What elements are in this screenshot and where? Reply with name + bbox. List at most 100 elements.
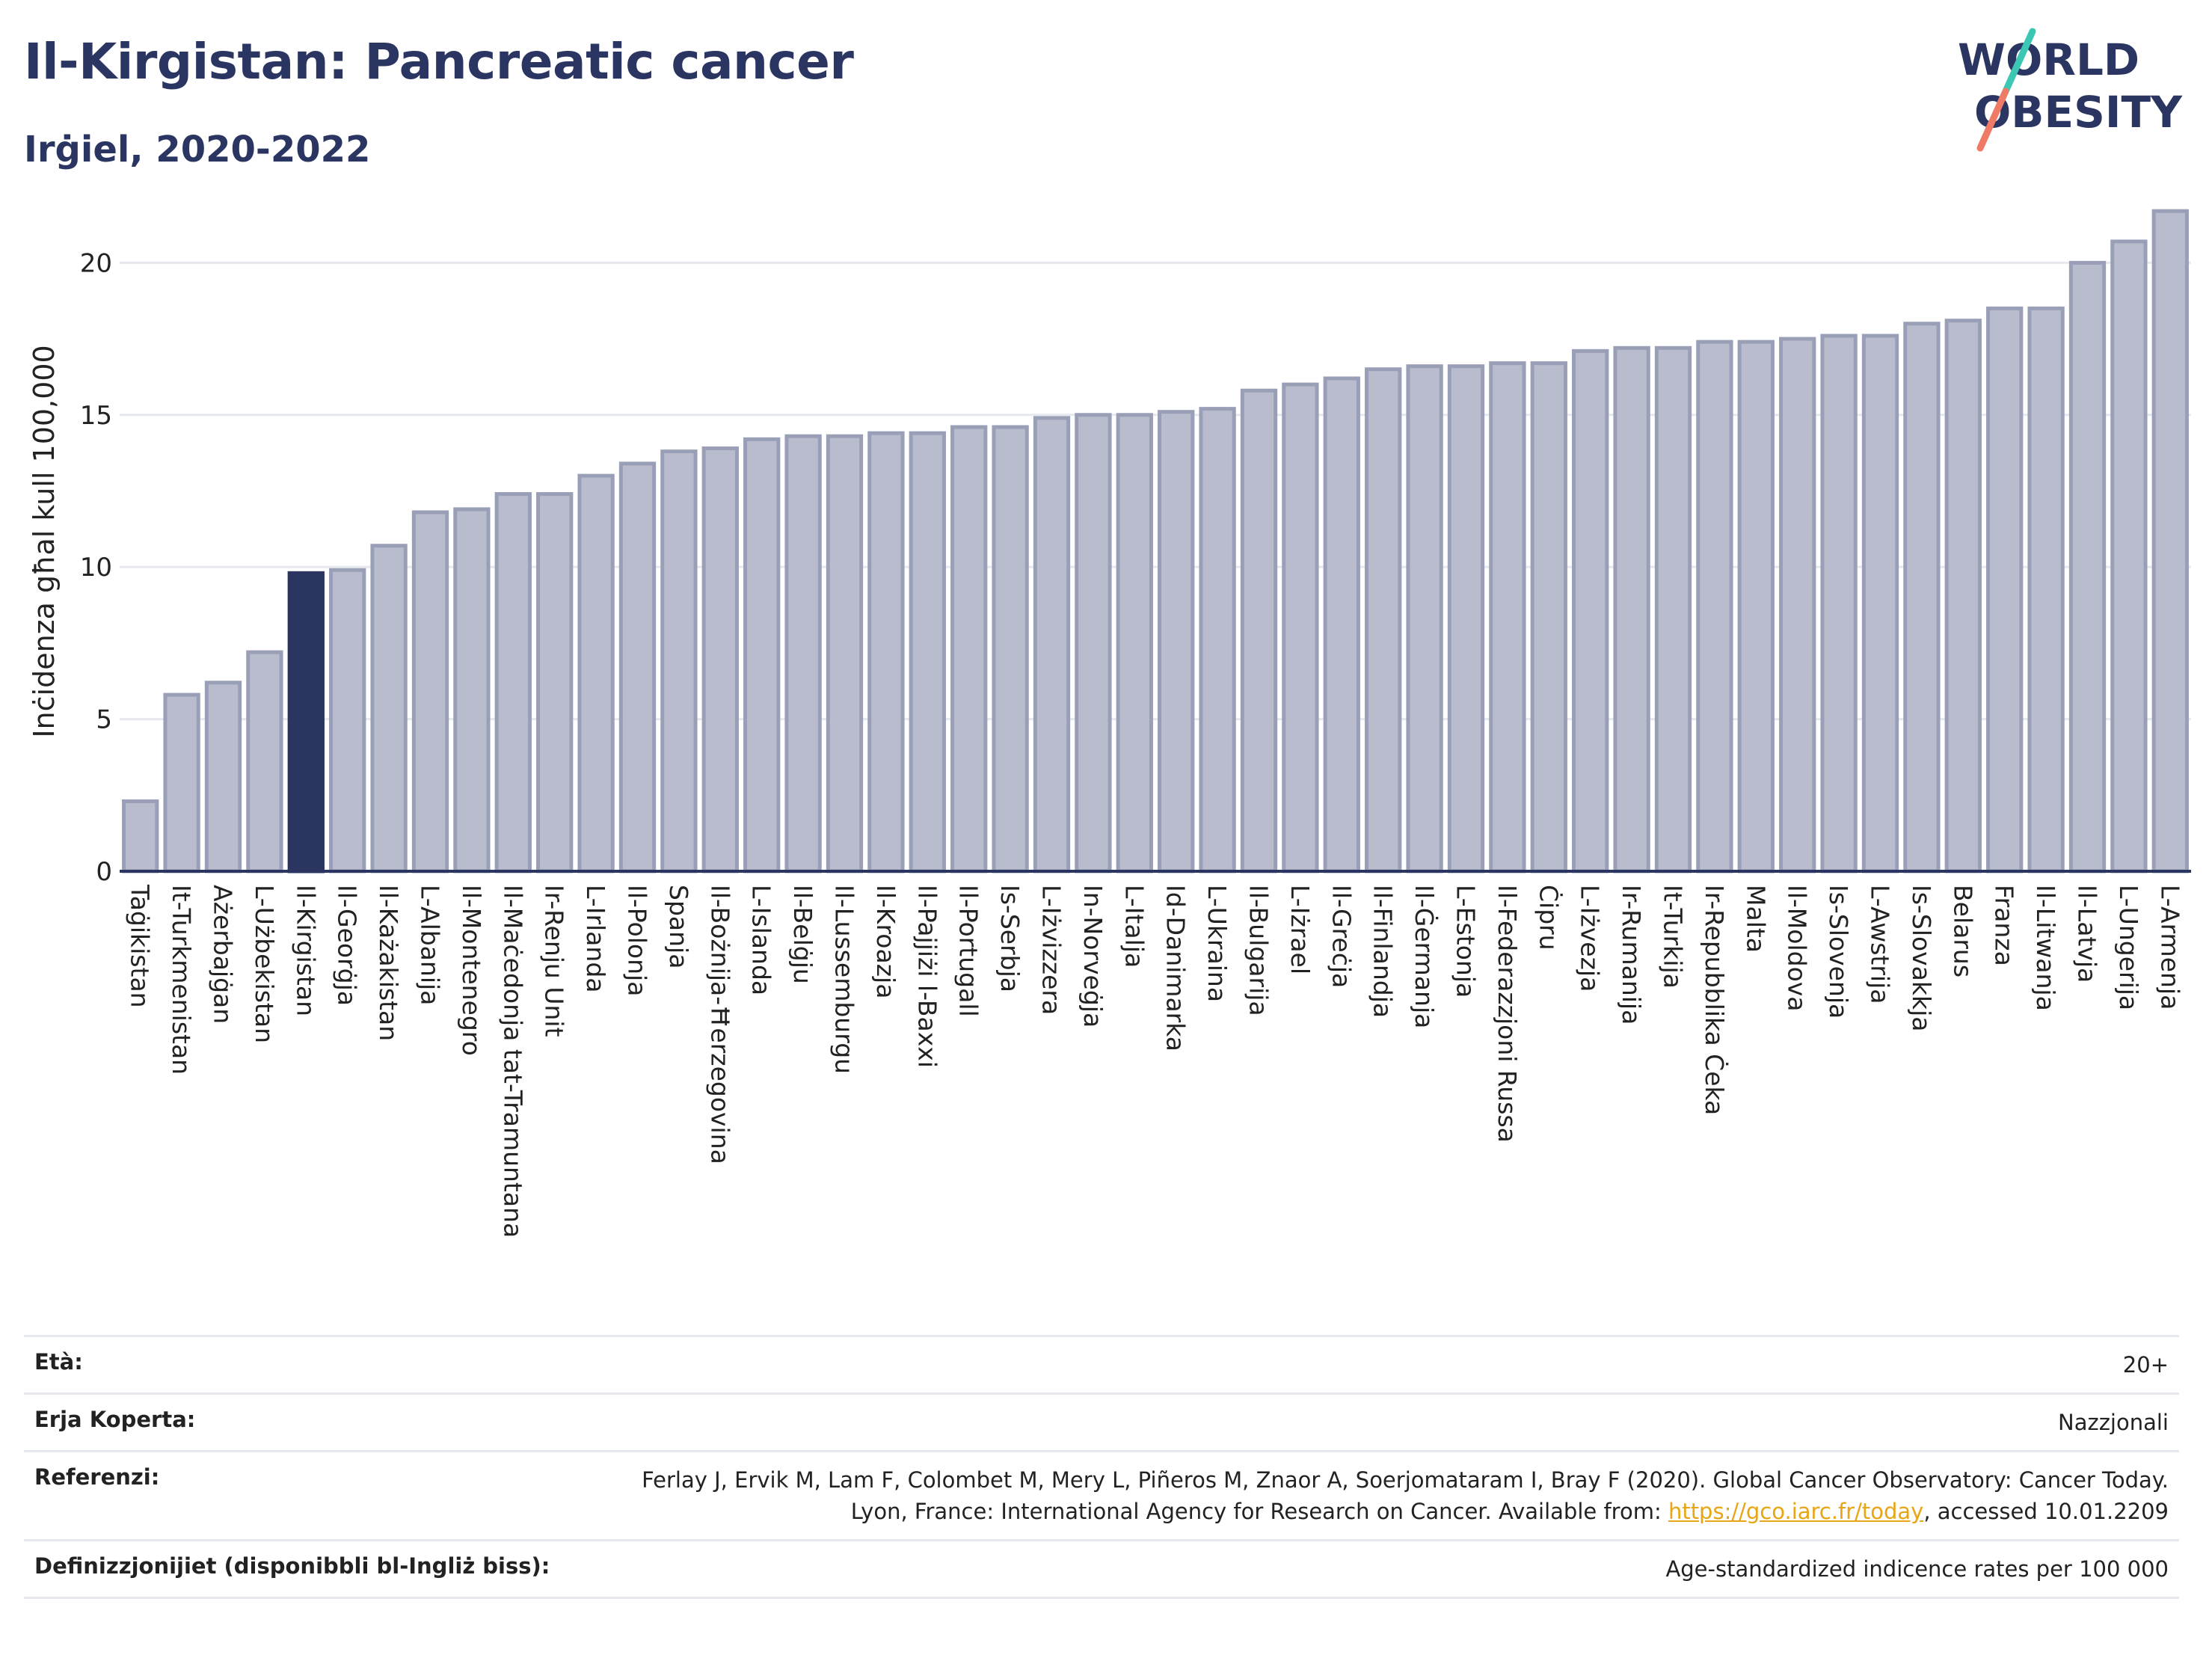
age-value: 20+	[2122, 1352, 2169, 1378]
x-tick-label: Taġikistan	[126, 884, 155, 1008]
info-row-coverage: Erja Koperta: Nazzjonali	[24, 1393, 2179, 1450]
x-tick-label: Il-Litwanja	[2031, 885, 2060, 1011]
x-tick-label: Malta	[1741, 885, 1770, 953]
x-tick-label: Il-Finlandja	[1368, 885, 1398, 1018]
bar	[1820, 334, 1858, 873]
bar	[1530, 361, 1567, 873]
x-tick-label: It-Turkija	[1659, 885, 1688, 989]
bar	[453, 507, 491, 873]
info-row-definitions: Definizzjonijiet (disponibbli bl-Ingliż …	[24, 1539, 2179, 1599]
x-tick-label: L-Iżvezja	[1576, 885, 1605, 992]
y-tick-label: 15	[80, 401, 112, 431]
y-tick-labels: 0 5 10 15 20	[80, 248, 112, 887]
x-tick-label: L-Ukraina	[1202, 885, 1232, 1002]
x-tick-label: Franza	[1990, 885, 2019, 966]
bars	[122, 209, 2189, 873]
bar	[1737, 340, 1775, 873]
y-tick-label: 5	[96, 705, 112, 735]
bar	[1779, 337, 1816, 873]
x-tick-label: Belarus	[1948, 885, 1977, 977]
x-tick-label: Spanja	[664, 885, 693, 968]
bar	[1116, 413, 1153, 873]
x-tick-label: Il-Bulgarija	[1244, 885, 1274, 1016]
x-tick-label: Ir-Renju Unit	[540, 885, 569, 1037]
references-text: Ferlay J, Ervik M, Lam F, Colombet M, Me…	[642, 1467, 2169, 1524]
bar	[909, 431, 946, 873]
x-tick-label: Il-Greċja	[1327, 885, 1356, 988]
logo-line-1: WORLD	[1958, 34, 2139, 85]
x-tick-label: L-Albanija	[416, 885, 445, 1005]
x-tick-label: Il-Georġja	[333, 885, 362, 1006]
x-tick-label: L-Iżrael	[1285, 885, 1315, 974]
bar	[370, 544, 408, 873]
bar	[701, 446, 739, 873]
x-tick-label: Ażerbajġan	[209, 885, 238, 1024]
bar	[536, 492, 574, 873]
bar	[1696, 340, 1733, 873]
bar	[494, 492, 532, 873]
bar	[1613, 346, 1650, 873]
bar-highlighted	[287, 571, 325, 873]
x-tick-label: L-Awstrija	[1866, 885, 1895, 1004]
bar	[1240, 388, 1278, 873]
bar	[1447, 364, 1485, 873]
x-tick-label: L-Ungerija	[2114, 885, 2143, 1010]
bar	[1654, 346, 1692, 873]
bar	[743, 437, 781, 873]
bar	[122, 799, 159, 873]
bar	[1986, 306, 2024, 873]
references-label: Referenzi:	[34, 1464, 160, 1490]
y-tick-label: 20	[80, 248, 112, 278]
bar	[411, 510, 449, 873]
bar	[1033, 416, 1071, 873]
bar	[1282, 382, 1319, 873]
info-row-references: Referenzi: Ferlay J, Ervik M, Lam F, Col…	[24, 1450, 2179, 1539]
bar	[1199, 407, 1236, 873]
bar	[826, 434, 864, 873]
bar	[1075, 413, 1112, 873]
x-tick-label: It-Turkmenistan	[167, 885, 196, 1075]
x-tick-label: L-Islanda	[747, 885, 776, 995]
chart-subtitle: Irġiel, 2020-2022	[24, 129, 371, 171]
definitions-value: Age-standardized indicence rates per 100…	[1665, 1556, 2169, 1582]
bar-chart: 0 5 10 15 20 Taġikistan It-Turkmenistan Ażerba…	[28, 209, 2191, 1238]
coverage-label: Erja Koperta:	[34, 1407, 196, 1432]
x-tick-labels: Taġikistan It-Turkmenistan Ażerbajġan L-Użb…	[126, 884, 2185, 1238]
x-tick-label: L-Estonja	[1451, 885, 1481, 998]
bar	[618, 461, 657, 873]
x-tick-label: In-Norveġja	[1078, 885, 1107, 1028]
x-tick-label: L-Armenja	[2155, 885, 2184, 1010]
x-tick-label: Il-Kirgistan	[291, 885, 320, 1016]
x-tick-label: L-Iżvizzera	[1037, 885, 1066, 1015]
bar	[163, 693, 200, 873]
x-tick-label: Il-Montenegro	[457, 885, 486, 1056]
y-tick-label: 10	[80, 553, 112, 583]
x-tick-label: Il-Bożnija-Ħerzegovina	[705, 885, 734, 1164]
x-tick-label: Il-Belġju	[788, 885, 817, 984]
bar	[2068, 260, 2107, 873]
logo-slash-teal	[2002, 28, 2036, 95]
x-tick-label: Ċipru	[1534, 885, 1564, 951]
bar	[246, 650, 283, 873]
world-obesity-logo: WORLD OBESITY	[1958, 28, 2183, 152]
bar	[950, 425, 988, 873]
x-tick-label: L-Irlanda	[581, 885, 610, 993]
references-link[interactable]: https://gco.iarc.fr/today	[1668, 1499, 1924, 1524]
x-tick-label: Il-Polonja	[623, 885, 652, 996]
x-tick-label: Il-Każakistan	[374, 885, 403, 1041]
logo-line-2: OBESITY	[1974, 87, 2183, 138]
y-axis-title: Inċidenza għal kull 100,000	[28, 345, 61, 737]
bar	[1158, 410, 1195, 873]
bar	[1406, 364, 1443, 873]
info-row-age: Età: 20+	[24, 1335, 2179, 1393]
x-tick-label: Id-Danimarka	[1161, 885, 1191, 1051]
info-table: Età: 20+ Erja Koperta: Nazzjonali Refere…	[24, 1335, 2179, 1599]
bar	[992, 425, 1029, 873]
x-tick-label: Il-Kroazja	[871, 885, 900, 998]
x-tick-label: Is-Slovenja	[1824, 885, 1853, 1019]
bar	[204, 681, 242, 873]
bar	[2027, 306, 2065, 873]
y-tick-label: 0	[96, 857, 112, 887]
x-tick-label: Is-Slovakkja	[1907, 885, 1936, 1032]
bar	[784, 434, 822, 873]
